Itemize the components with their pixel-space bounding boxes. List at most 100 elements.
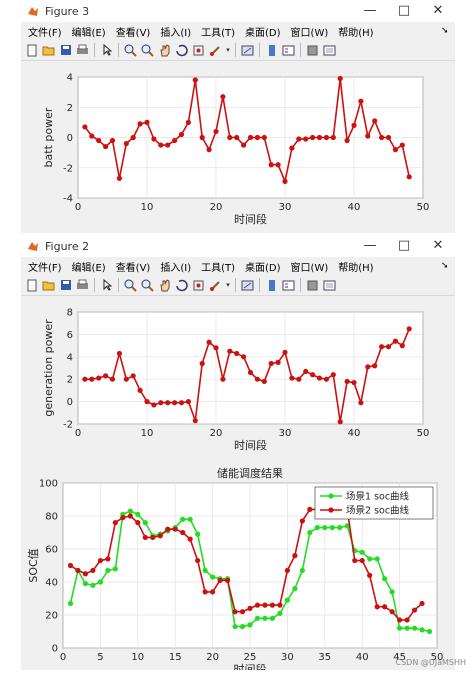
x-tick-label: 20 [210,428,223,439]
menu-file[interactable]: 文件(F) [28,262,62,274]
zoom-out-icon[interactable] [140,278,155,293]
x-tick-label: 10 [141,428,154,439]
colorbar-icon[interactable] [264,43,279,58]
menu-help[interactable]: 帮助(H) [338,27,374,39]
link-plot-icon[interactable] [240,43,255,58]
minimize-button[interactable]: — [363,238,377,253]
menu-view[interactable]: 查看(V) [115,262,151,274]
menu-window[interactable]: 窗口(W) [290,262,329,274]
data-cursor-icon[interactable] [191,278,206,293]
pan-hand-icon[interactable] [157,43,172,58]
zoom-in-icon[interactable] [123,43,138,58]
soc-dispatch-chart[interactable]: 0 5 10 15 20 25 30 35 40 45 50 0 20 40 60 80 100 储能调度结果时间… [21,463,455,670]
y-tick-label: 0 [67,397,73,408]
y-tick-label: 80 [45,512,58,523]
data-point [406,326,412,332]
title-bar[interactable]: Figure 3 — □ ✕ [21,0,455,22]
data-point [195,557,201,564]
legend-icon[interactable] [281,43,296,58]
x-tick-label: 40 [356,652,369,663]
data-point [261,378,267,385]
menu-tools[interactable]: 工具(T) [201,262,236,274]
rotate-icon[interactable] [174,278,189,293]
batt-power-chart[interactable]: 0 10 20 30 40 50 -4 -2 0 2 4 时间段 batt power [21,63,455,233]
print-icon[interactable] [75,278,90,293]
data-point [187,516,193,522]
data-point [82,571,89,577]
watermark: CSDN @UJaMSHH [395,658,466,667]
hide-plot-tools-icon[interactable] [305,278,320,293]
menu-desktop[interactable]: 桌面(D) [245,27,281,39]
data-point [426,628,433,635]
menu-edit[interactable]: 编辑(E) [71,262,106,274]
print-icon[interactable] [75,43,90,58]
data-point [151,136,157,142]
data-point [372,118,378,124]
y-tick-label: 0 [52,644,58,655]
data-point [96,137,102,144]
data-point [367,572,373,578]
save-icon[interactable] [58,43,73,58]
zoom-in-icon[interactable] [123,278,138,293]
menu-overflow-arrow-icon[interactable]: ➘ [441,261,449,271]
open-folder-icon[interactable] [41,43,56,58]
data-point [227,134,233,141]
menu-edit[interactable]: 编辑(E) [71,27,106,39]
menu-file[interactable]: 文件(F) [28,27,62,39]
show-plot-tools-icon[interactable] [322,43,337,58]
data-point [310,372,316,378]
brush-icon[interactable] [208,43,223,58]
new-file-icon[interactable] [24,43,39,58]
pointer-icon[interactable] [99,278,114,293]
data-point [105,567,111,574]
toolbar: ▾ [21,275,455,296]
close-button[interactable]: ✕ [432,3,444,18]
data-point [275,162,281,168]
data-point [89,133,95,139]
data-point [116,350,122,357]
pointer-icon[interactable] [99,43,114,58]
menu-insert[interactable]: 插入(I) [160,262,192,274]
menu-help[interactable]: 帮助(H) [338,262,374,274]
hide-plot-tools-icon[interactable] [305,43,320,58]
show-plot-tools-icon[interactable] [322,278,337,293]
minimize-button[interactable]: — [363,3,377,18]
data-point [382,576,388,582]
open-folder-icon[interactable] [41,278,56,293]
data-cursor-icon[interactable] [191,43,206,58]
data-point [374,556,380,562]
brush-dropdown-icon[interactable]: ▾ [226,281,230,289]
data-point [137,387,143,393]
save-icon[interactable] [58,278,73,293]
maximize-button[interactable]: □ [397,238,411,253]
menu-desktop[interactable]: 桌面(D) [245,262,281,274]
pan-hand-icon[interactable] [157,278,172,293]
menu-tools[interactable]: 工具(T) [201,27,236,39]
zoom-out-icon[interactable] [140,43,155,58]
colorbar-icon[interactable] [264,278,279,293]
menu-window[interactable]: 窗口(W) [290,27,329,39]
x-tick-label: 20 [206,652,219,663]
legend-box [314,486,434,520]
title-bar[interactable]: Figure 2 — □ ✕ [21,235,455,257]
data-point [269,602,276,608]
legend-icon[interactable] [281,278,296,293]
new-file-icon[interactable] [24,278,39,293]
data-point [247,369,254,376]
brush-icon[interactable] [208,278,223,293]
menu-overflow-arrow-icon[interactable]: ➘ [441,26,449,36]
rotate-icon[interactable] [174,43,189,58]
maximize-button[interactable]: □ [397,3,411,18]
data-point [399,142,405,148]
close-button[interactable]: ✕ [432,238,444,253]
data-point [322,524,328,531]
data-point [109,376,116,382]
menu-insert[interactable]: 插入(I) [160,27,192,39]
link-plot-icon[interactable] [240,278,255,293]
menu-view[interactable]: 查看(V) [115,27,151,39]
data-point [103,143,109,150]
data-point [220,376,226,382]
brush-dropdown-icon[interactable]: ▾ [226,46,230,54]
